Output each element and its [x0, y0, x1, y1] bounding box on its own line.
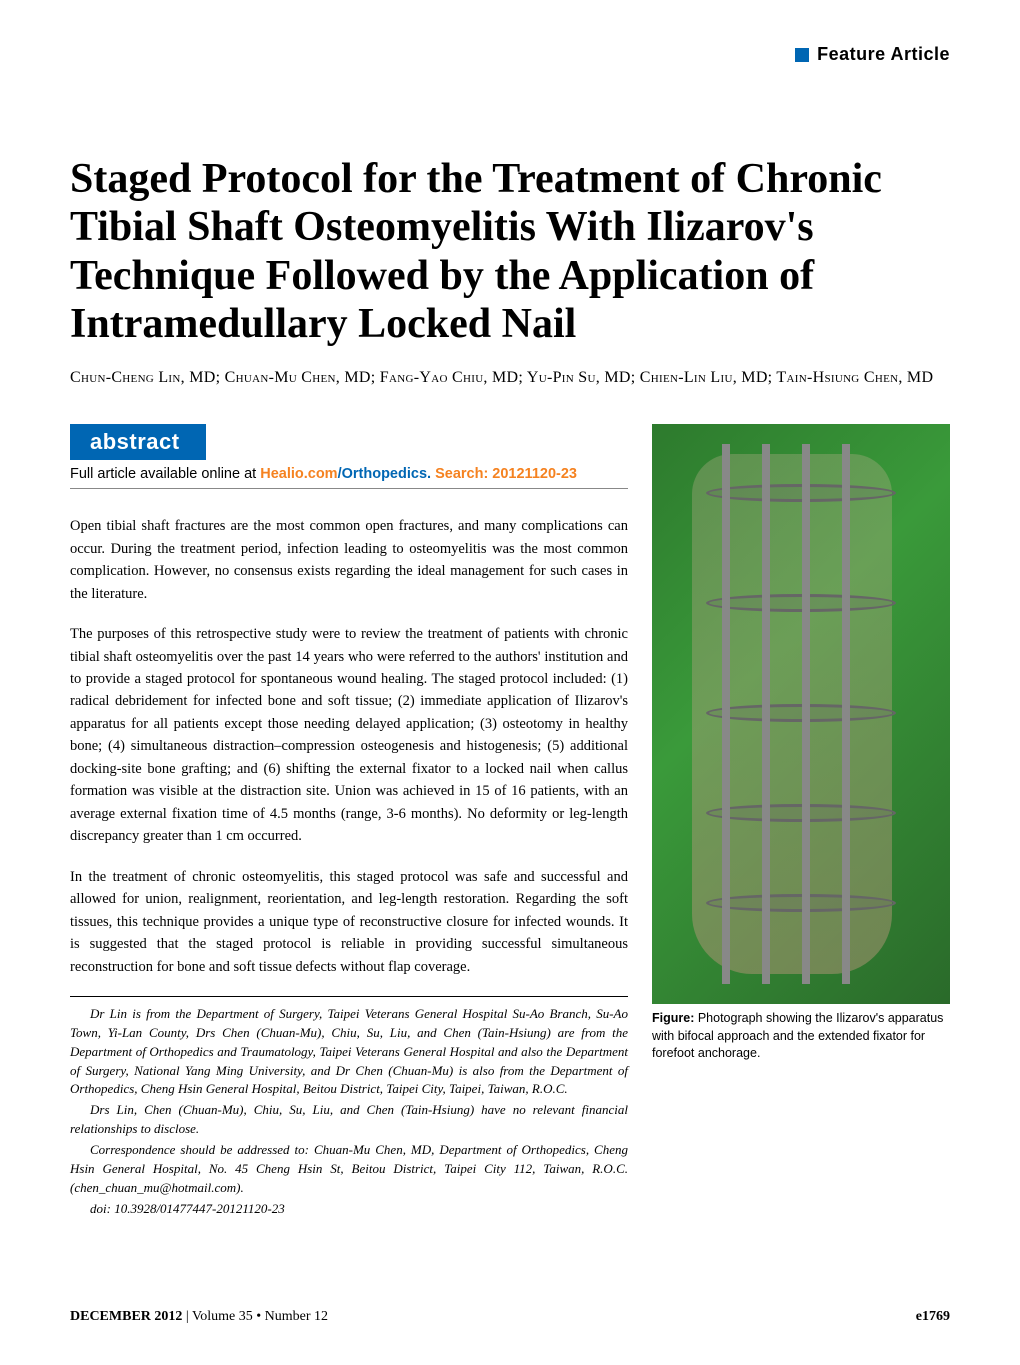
affiliation-text: Dr Lin is from the Department of Surgery…: [70, 1005, 628, 1099]
page-footer: DECEMBER 2012 | Volume 35 • Number 12 e1…: [70, 1309, 950, 1325]
correspondence-text: Correspondence should be addressed to: C…: [70, 1141, 628, 1198]
affiliations-block: Dr Lin is from the Department of Surgery…: [70, 996, 628, 1218]
abstract-paragraph-3: In the treatment of chronic osteomyeliti…: [70, 866, 628, 978]
issue-month: DECEMBER 2012: [70, 1309, 182, 1324]
main-content: abstract Full article available online a…: [70, 424, 950, 1220]
fixator-ring-icon: [706, 484, 896, 502]
online-availability-line: Full article available online at Healio.…: [70, 460, 628, 489]
section-header: Feature Article: [70, 44, 950, 65]
fixator-ring-icon: [706, 704, 896, 722]
left-column: abstract Full article available online a…: [70, 424, 628, 1220]
abstract-paragraph-2: The purposes of this retrospective study…: [70, 623, 628, 848]
figure-image: [652, 424, 950, 1004]
abstract-paragraph-1: Open tibial shaft fractures are the most…: [70, 515, 628, 605]
figure-caption: Figure: Photograph showing the Ilizarov'…: [652, 1010, 950, 1063]
section-label: Feature Article: [817, 44, 950, 65]
figure: Figure: Photograph showing the Ilizarov'…: [652, 424, 950, 1063]
online-search: Search: 20121120-23: [435, 466, 577, 482]
figure-label: Figure:: [652, 1011, 694, 1025]
fixator-ring-icon: [706, 804, 896, 822]
fixator-ring-icon: [706, 894, 896, 912]
fixator-ring-icon: [706, 594, 896, 612]
issue-info: DECEMBER 2012 | Volume 35 • Number 12: [70, 1309, 328, 1325]
abstract-tab: abstract: [70, 424, 206, 460]
doi-text: doi: 10.3928/01477447-20121120-23: [70, 1200, 628, 1219]
disclosure-text: Drs Lin, Chen (Chuan-Mu), Chiu, Su, Liu,…: [70, 1101, 628, 1139]
online-site[interactable]: Healio.com: [260, 466, 337, 482]
right-column: Figure: Photograph showing the Ilizarov'…: [652, 424, 950, 1220]
abstract-header: abstract: [70, 424, 628, 460]
online-section: /Orthopedics.: [338, 466, 436, 482]
online-prefix: Full article available online at: [70, 466, 260, 482]
article-title: Staged Protocol for the Treatment of Chr…: [70, 155, 950, 348]
figure-caption-text: Photograph showing the Ilizarov's appara…: [652, 1011, 943, 1060]
page-number: e1769: [916, 1309, 950, 1325]
article-authors: Chun-Cheng Lin, MD; Chuan-Mu Chen, MD; F…: [70, 366, 950, 390]
issue-volume: | Volume 35 • Number 12: [182, 1309, 328, 1324]
section-marker-icon: [795, 48, 809, 62]
